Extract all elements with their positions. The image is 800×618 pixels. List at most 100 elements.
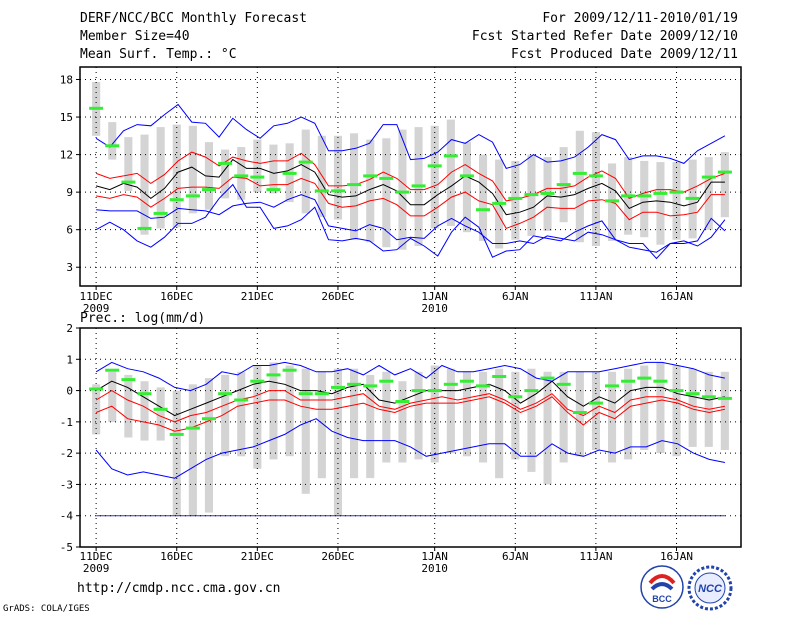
temp-y-tick-label: 12 <box>60 149 73 162</box>
prec-y-tick-label: -3 <box>60 478 73 491</box>
temp-ensemble-box <box>221 149 230 199</box>
temp-ensemble-box <box>672 162 681 240</box>
temp-ensemble-box <box>366 139 375 243</box>
prec-ensemble-box <box>301 368 310 494</box>
temp-ensemble-box <box>269 144 278 194</box>
variable-label: Mean Surf. Temp.: °C <box>80 47 237 62</box>
temp-ensemble-box <box>479 154 488 241</box>
temp-x-tick-label: 1JAN <box>421 290 448 303</box>
temp-x-tick-label: 16DEC <box>160 290 193 303</box>
temp-ensemble-box <box>301 129 310 214</box>
source-url-link[interactable]: http://cmdp.ncc.cma.gov.cn <box>77 581 281 596</box>
prec-series-max <box>95 361 725 392</box>
prec-ensemble-box <box>543 371 552 485</box>
prec-ensemble-box <box>688 368 697 447</box>
fcst-produced-label: Fcst Produced Date 2009/12/11 <box>511 47 738 62</box>
temp-x-tick-label: 16JAN <box>660 290 693 303</box>
prec-ensemble-box <box>624 368 633 460</box>
temp-ensemble-box <box>188 125 197 214</box>
prec-ensemble-box <box>640 365 649 450</box>
prec-ensemble-box <box>382 371 391 463</box>
temp-series-q1 <box>96 176 725 230</box>
prec-ensemble-box <box>140 381 149 441</box>
temp-ensemble-box <box>591 132 600 246</box>
temp-ensemble-box <box>108 122 117 160</box>
prec-ensemble-box <box>221 374 230 457</box>
temp-ensemble-box <box>398 129 407 250</box>
temp-plot-frame <box>79 66 742 287</box>
prec-ensemble-box <box>495 368 504 479</box>
prec-x-tick-label: 11JAN <box>579 550 612 563</box>
prec-x-tick-year-label: 2010 <box>421 562 448 575</box>
temp-y-tick-label: 9 <box>66 186 73 199</box>
prec-y-tick-label: -5 <box>60 541 73 554</box>
prec-y-tick-label: -1 <box>60 416 73 429</box>
temp-ensemble-box <box>237 147 246 200</box>
prec-ensemble-box <box>446 368 455 454</box>
prec-y-tick-label: -2 <box>60 447 73 460</box>
prec-x-tick-year-label: 2009 <box>83 562 110 575</box>
prec-x-tick-label: 21DEC <box>241 550 274 563</box>
bcc-logo-text: BCC <box>652 594 672 604</box>
bcc-logo-arc-blue <box>650 582 674 591</box>
temp-ensemble-box <box>140 134 149 235</box>
bcc-logo: BCC <box>640 565 684 609</box>
prec-ensemble-box <box>285 365 294 457</box>
temp-ensemble-box <box>462 142 471 233</box>
temp-ensemble-box <box>172 124 181 228</box>
prec-y-tick-label: 1 <box>66 353 73 366</box>
prec-ensemble-box <box>511 371 520 460</box>
prec-ensemble-box <box>237 371 246 457</box>
prec-ensemble-box <box>414 371 423 460</box>
prec-ensemble-box <box>333 368 342 516</box>
temp-y-tick-label: 3 <box>66 261 73 274</box>
bcc-logo-arc-red <box>648 574 676 585</box>
temp-ensemble-box <box>575 130 584 243</box>
prec-ensemble-box <box>92 384 101 435</box>
forecast-period-label: For 2009/12/11-2010/01/19 <box>542 11 738 26</box>
prec-y-tick-label: 0 <box>66 385 73 398</box>
prec-series-median <box>95 380 725 417</box>
temp-y-tick-label: 15 <box>60 111 73 124</box>
prec-ensemble-box <box>672 365 681 457</box>
prec-plot-frame <box>79 327 742 548</box>
temp-series-q3 <box>95 151 726 202</box>
prec-ensemble-box <box>720 371 729 450</box>
temp-series-median <box>95 158 725 216</box>
bcc-logo-ring <box>640 565 684 609</box>
prec-series-min_env <box>95 418 725 479</box>
temp-ensemble-box <box>704 157 713 230</box>
prec-ensemble-box <box>462 371 471 457</box>
prec-ensemble-box <box>124 374 133 438</box>
prec-ensemble-box <box>479 371 488 463</box>
prec-ensemble-box <box>559 371 568 463</box>
temp-x-tick-label: 21DEC <box>241 290 274 303</box>
temp-series-max_env <box>95 103 726 169</box>
temp-series-max <box>95 183 726 260</box>
prec-ensemble-box <box>591 371 600 450</box>
prec-x-tick-label: 26DEC <box>321 550 354 563</box>
temp-ensemble-box <box>156 127 165 229</box>
ncc-logo: NCC <box>687 565 733 611</box>
temp-ensemble-box <box>640 160 649 238</box>
prec-x-tick-label: 11DEC <box>80 550 113 563</box>
member-size-label: Member Size=40 <box>80 29 190 44</box>
temp-series-min_env <box>96 194 726 253</box>
prec-x-tick-label: 16DEC <box>160 550 193 563</box>
prec-ensemble-box <box>253 365 262 469</box>
prec-ensemble-box <box>656 362 665 454</box>
prec-ensemble-box <box>188 384 197 516</box>
temp-ensemble-box <box>656 162 665 245</box>
prec-series-q3 <box>95 390 725 423</box>
temp-x-tick-label: 6JAN <box>502 290 529 303</box>
temp-ensemble-box <box>253 139 262 193</box>
temp-x-tick-year-label: 2009 <box>83 302 110 315</box>
prec-ensemble-box <box>317 371 326 479</box>
prec-x-tick-label: 6JAN <box>502 550 529 563</box>
prec-ensemble-box <box>204 378 213 513</box>
ncc-logo-text: NCC <box>698 583 723 595</box>
chart-title: DERF/NCC/BCC Monthly Forecast <box>80 11 307 26</box>
